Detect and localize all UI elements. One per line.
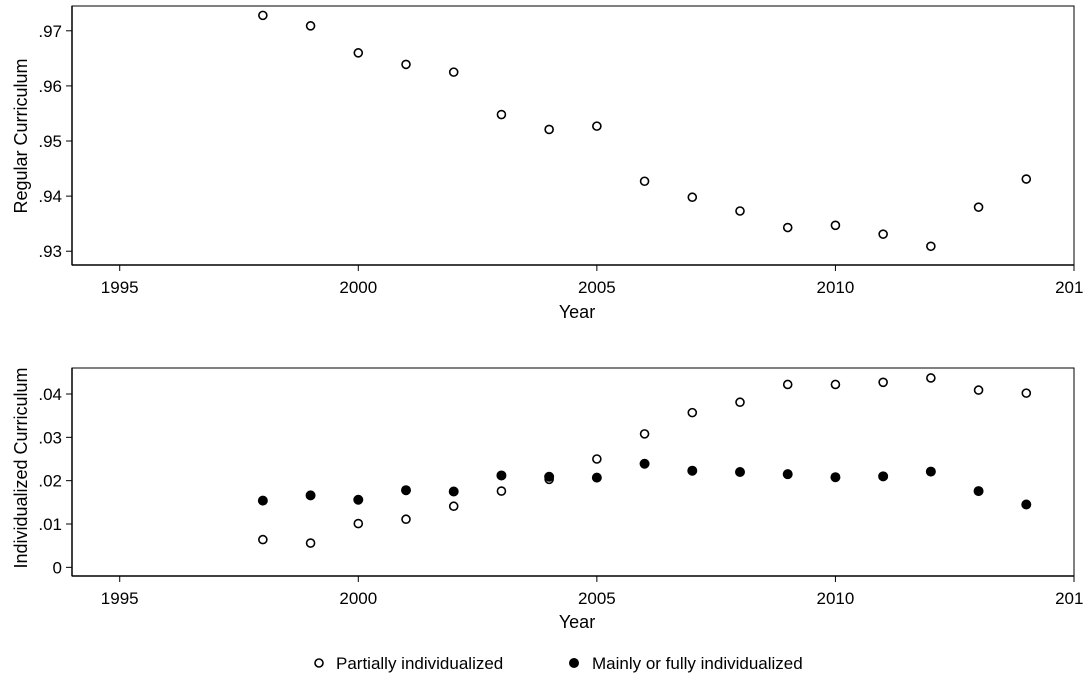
top-series-0-point	[305, 21, 316, 31]
bottom-series-1-point	[591, 472, 602, 483]
bottom-series-1-point	[496, 470, 507, 481]
bottom-series-0-point	[496, 486, 507, 496]
legend-label-mainly-or-fully-individualized: Mainly or fully individualized	[592, 654, 803, 673]
top-y-tick-label: .95	[38, 132, 62, 151]
bottom-y-tick-label: .02	[38, 472, 62, 491]
top-series-0-point	[639, 176, 650, 187]
bottom-series-1-point	[830, 472, 841, 483]
bottom-plot-frame	[71, 367, 1075, 577]
top-series-0-point	[496, 109, 507, 120]
bottom-series-0-point	[639, 429, 650, 439]
bottom-series-1-point	[1021, 499, 1032, 510]
bottom-series-1-point	[448, 486, 459, 497]
bottom-series-0-point	[305, 538, 316, 548]
bottom-series-0-point	[401, 514, 411, 525]
top-series-0-point	[258, 10, 268, 21]
bottom-series-0-point	[448, 501, 459, 512]
bottom-series-1-point	[687, 465, 698, 476]
regular-curriculum-panel: Regular Curriculum Year 1995 2000 2005 2010…	[11, 5, 1083, 322]
bottom-series-0-point	[830, 379, 841, 390]
top-series-0-point	[592, 121, 602, 131]
bottom-x-tick-label: 1995	[101, 589, 139, 608]
bottom-series-1-point	[544, 471, 555, 482]
top-y-axis-label: Regular Curriculum	[11, 58, 31, 213]
bottom-series-0-point	[258, 534, 268, 545]
bottom-series-1-point	[782, 469, 793, 480]
top-y-tick-label: .96	[38, 77, 62, 96]
top-x-tick-label: 2010	[817, 278, 855, 297]
bottom-x-tick-label: 2015	[1055, 589, 1083, 608]
bottom-series-0-point	[687, 407, 698, 418]
top-series-0-point	[973, 202, 984, 212]
top-x-tick-label: 1995	[101, 278, 139, 297]
bottom-series-0-point	[973, 385, 984, 395]
top-series-0-point	[448, 67, 459, 77]
bottom-series-1-point	[973, 486, 984, 497]
top-series-0-point	[878, 229, 888, 239]
bottom-y-axis-label: Individualized Curriculum	[11, 367, 31, 568]
bottom-series-1-point	[639, 458, 650, 469]
legend-marker-mainly-or-fully-individualized	[569, 658, 579, 668]
top-x-tick-label: 2000	[339, 278, 377, 297]
top-y-tick-label: .97	[38, 22, 62, 41]
bottom-x-axis-label: Year	[559, 612, 595, 632]
top-x-axis-label: Year	[559, 302, 595, 322]
bottom-y-tick-label: .03	[38, 428, 62, 447]
bottom-series-0-point	[926, 373, 936, 383]
bottom-y-tick-label: 0	[53, 558, 62, 577]
top-series-0-point	[353, 48, 364, 58]
bottom-x-tick-label: 2005	[578, 589, 616, 608]
bottom-x-tick-label: 2000	[339, 589, 377, 608]
bottom-series-1-point	[353, 494, 364, 505]
bottom-series-1-point	[257, 495, 268, 506]
bottom-y-tick-label: .01	[38, 515, 62, 534]
top-series-0-point	[401, 59, 411, 70]
top-x-tick-label: 2005	[578, 278, 616, 297]
top-series-0-point	[1021, 174, 1032, 184]
legend: Partially individualized Mainly or fully…	[314, 654, 803, 673]
bottom-series-1-point	[401, 485, 411, 496]
individualized-curriculum-panel: Individualized Curriculum Year 1995 2000 2…	[11, 367, 1083, 632]
top-y-tick-label: .93	[38, 242, 62, 261]
bottom-series-0-point	[782, 379, 793, 390]
legend-marker-partially-individualized	[314, 658, 324, 668]
bottom-series-1-point	[878, 471, 889, 482]
bottom-series-0-point	[1021, 388, 1032, 398]
top-series-0-point	[735, 206, 745, 216]
legend-label-partially-individualized: Partially individualized	[336, 654, 503, 673]
bottom-series-0-point	[735, 397, 745, 408]
bottom-series-0-point	[592, 454, 602, 464]
top-plot-frame	[71, 5, 1075, 266]
bottom-series-1-point	[305, 490, 316, 501]
top-series-0-point	[782, 222, 793, 233]
top-series-0-point	[926, 241, 936, 252]
top-series-0-point	[687, 192, 698, 203]
bottom-series-1-point	[925, 466, 936, 477]
bottom-x-tick-label: 2010	[817, 589, 855, 608]
bottom-series-0-point	[353, 518, 364, 529]
top-series-0-point	[830, 220, 841, 231]
top-y-tick-label: .94	[38, 187, 62, 206]
top-x-tick-label: 2015	[1055, 278, 1083, 297]
bottom-y-tick-label: .04	[38, 385, 62, 404]
bottom-series-0-point	[878, 377, 888, 388]
top-series-0-point	[544, 124, 554, 135]
bottom-series-1-point	[735, 467, 745, 477]
